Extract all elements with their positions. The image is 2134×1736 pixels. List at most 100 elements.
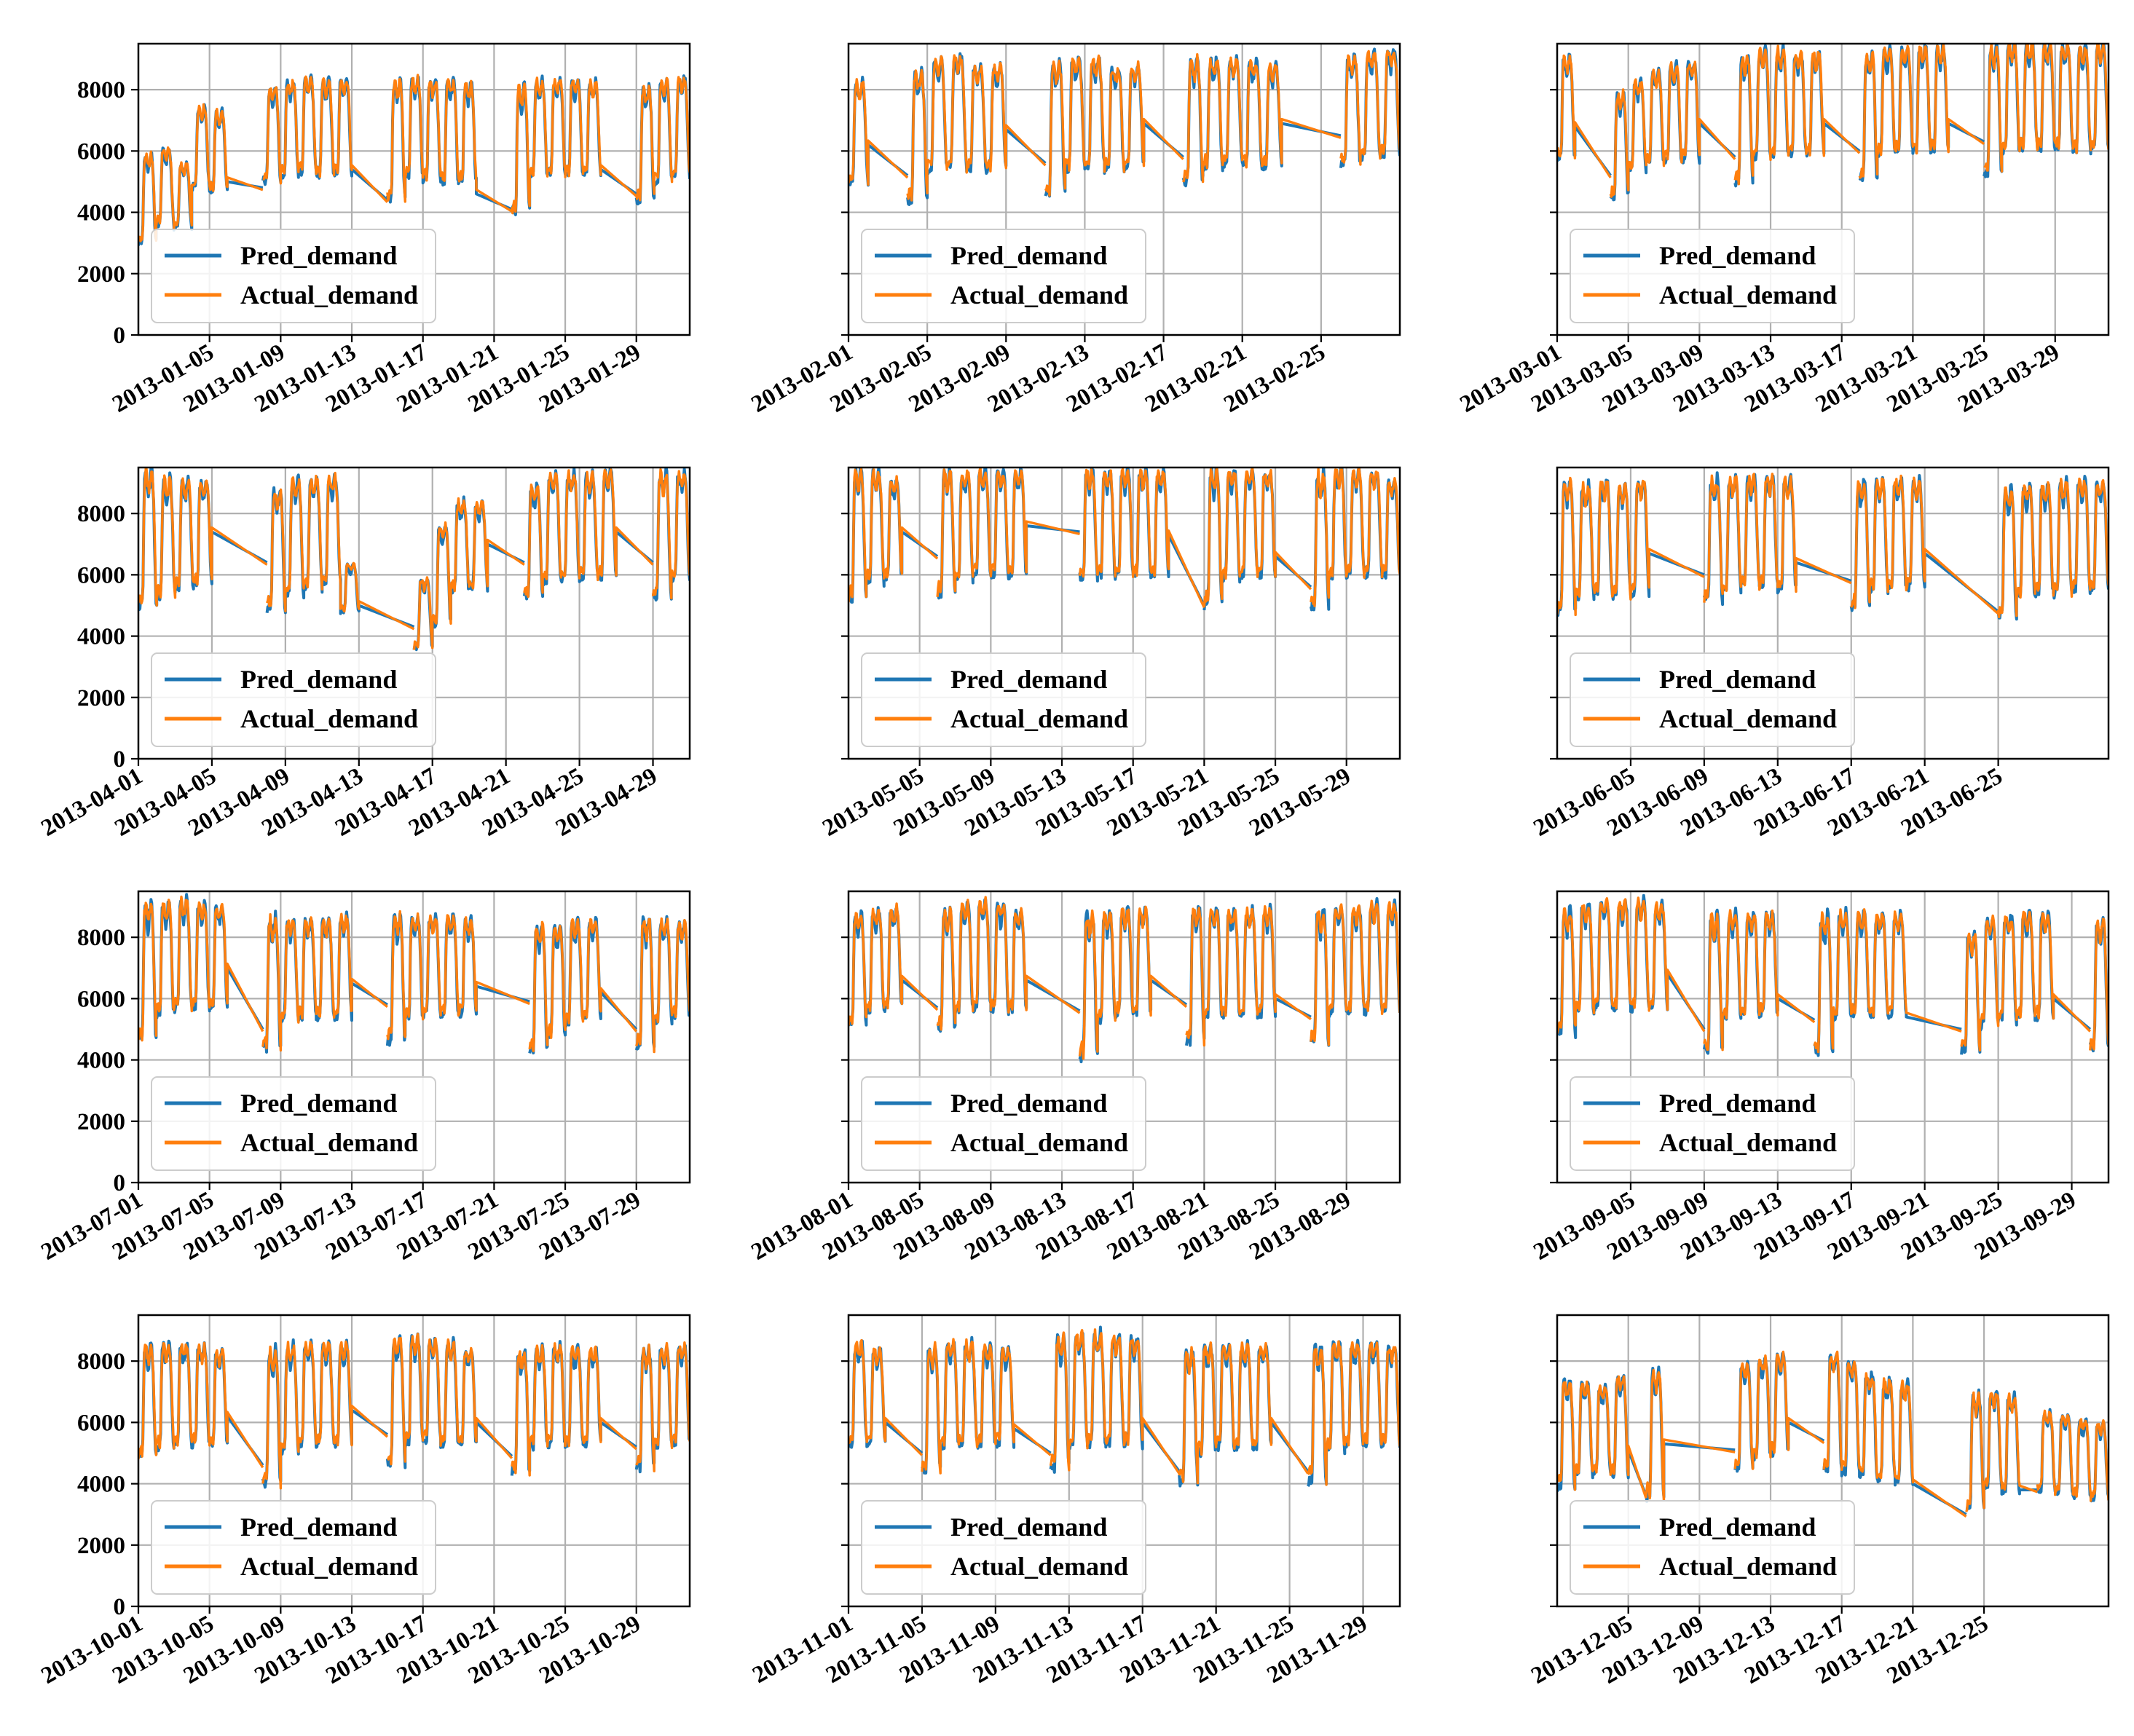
plot-area	[1557, 471, 2109, 621]
plot-area	[1557, 44, 2109, 202]
series-line-actual	[849, 467, 1400, 609]
legend-box	[861, 1500, 1146, 1595]
series-line-actual	[1557, 1350, 2109, 1518]
legend-box	[861, 1076, 1146, 1171]
legend-label: Actual_demand	[240, 280, 418, 309]
axes-frame	[847, 1314, 1401, 1608]
legend: Pred_demand Actual_demand	[861, 229, 1146, 323]
legend-label: Actual_demand	[1659, 280, 1837, 309]
legend-label: Actual_demand	[240, 704, 418, 733]
plot-area	[1557, 893, 2109, 1057]
legend-box	[861, 229, 1146, 323]
legend-box	[1570, 229, 1855, 323]
series-line-actual	[1557, 44, 2109, 198]
legend: Pred_demand Actual_demand	[861, 652, 1146, 747]
subplot-month-11: 2013-11-012013-11-052013-11-092013-11-13…	[748, 1314, 1401, 1689]
legend-box	[151, 652, 436, 747]
legend: Pred_demand Actual_demand	[151, 652, 436, 747]
subplot-month-5: 2013-05-052013-05-092013-05-132013-05-17…	[818, 466, 1401, 842]
legend-label: Pred_demand	[240, 241, 397, 270]
y-tick-label: 8000	[77, 77, 125, 103]
y-tick-label: 8000	[77, 501, 125, 527]
legend-label: Actual_demand	[950, 1552, 1128, 1581]
legend-box	[151, 229, 436, 323]
series-line-pred	[849, 47, 1400, 206]
legend-label: Actual_demand	[1659, 1552, 1837, 1581]
axes-frame	[847, 42, 1401, 336]
series-line-actual	[849, 1328, 1400, 1486]
plot-area	[138, 73, 690, 246]
subplot-month-7: 020004000600080002013-07-012013-07-05201…	[37, 890, 691, 1266]
series-line-actual	[1557, 473, 2109, 619]
y-tick-label: 0	[114, 323, 126, 349]
legend-label: Pred_demand	[1659, 1512, 1816, 1542]
legend: Pred_demand Actual_demand	[1570, 229, 1855, 323]
axes-frame	[137, 1314, 691, 1608]
y-tick-label: 2000	[77, 1533, 125, 1559]
axes-frame	[137, 466, 691, 760]
y-tick-label: 6000	[77, 1410, 125, 1436]
legend-label: Pred_demand	[950, 241, 1107, 270]
legend-box	[151, 1500, 436, 1595]
y-tick-label: 6000	[77, 562, 125, 588]
legend: Pred_demand Actual_demand	[1570, 1500, 1855, 1595]
series-line-pred	[1557, 1352, 2109, 1516]
legend-label: Pred_demand	[1659, 241, 1816, 270]
legend-label: Actual_demand	[950, 704, 1128, 733]
legend: Pred_demand Actual_demand	[151, 1076, 436, 1171]
legend: Pred_demand Actual_demand	[1570, 1076, 1855, 1171]
subplot-month-2: 2013-02-012013-02-052013-02-092013-02-13…	[747, 42, 1401, 418]
axes-frame	[847, 466, 1401, 760]
legend-label: Pred_demand	[950, 665, 1107, 694]
axes-frame	[1556, 890, 2110, 1184]
legend-label: Pred_demand	[1659, 1089, 1816, 1118]
y-tick-label: 6000	[77, 986, 125, 1012]
plot-area	[138, 467, 690, 652]
legend: Pred_demand Actual_demand	[861, 1076, 1146, 1171]
series-line-actual	[138, 1333, 690, 1490]
legend-box	[861, 652, 1146, 747]
series-line-pred	[138, 1332, 690, 1489]
legend-label: Actual_demand	[950, 280, 1128, 309]
subplot-month-9: 2013-09-052013-09-092013-09-132013-09-17…	[1529, 890, 2110, 1266]
legend-label: Actual_demand	[240, 1552, 418, 1581]
axes-frame	[847, 890, 1401, 1184]
legend-label: Actual_demand	[950, 1128, 1128, 1157]
legend-box	[1570, 652, 1855, 747]
series-line-actual	[138, 895, 690, 1054]
legend-label: Pred_demand	[240, 665, 397, 694]
series-line-actual	[849, 896, 1400, 1060]
legend: Pred_demand Actual_demand	[151, 1500, 436, 1595]
subplot-month-1: 020004000600080002013-01-052013-01-09201…	[77, 42, 691, 418]
axes-frame	[137, 890, 691, 1184]
series-line-pred	[138, 467, 690, 652]
legend: Pred_demand Actual_demand	[151, 229, 436, 323]
plot-area	[849, 467, 1400, 612]
y-tick-label: 2000	[77, 261, 125, 288]
plot-area	[849, 47, 1400, 206]
y-tick-label: 6000	[77, 138, 125, 165]
legend-box	[1570, 1500, 1855, 1595]
y-tick-label: 0	[114, 746, 126, 773]
legend-label: Pred_demand	[1659, 665, 1816, 694]
subplot-month-8: 2013-08-012013-08-052013-08-092013-08-13…	[747, 890, 1401, 1266]
series-line-actual	[138, 74, 690, 242]
legend-label: Pred_demand	[950, 1512, 1107, 1542]
series-line-actual	[1557, 896, 2109, 1054]
y-tick-label: 4000	[77, 1472, 125, 1498]
subplot-month-3: 2013-03-012013-03-052013-03-092013-03-13…	[1456, 42, 2110, 418]
plot-area	[849, 896, 1400, 1064]
legend-label: Actual_demand	[240, 1128, 418, 1157]
axes-frame	[1556, 42, 2110, 336]
legend-box	[151, 1076, 436, 1171]
axes-frame	[137, 42, 691, 336]
legend: Pred_demand Actual_demand	[861, 1500, 1146, 1595]
y-tick-label: 2000	[77, 1109, 125, 1135]
subplot-month-4: 020004000600080002013-04-012013-04-05201…	[37, 466, 691, 842]
plot-area	[1557, 1350, 2109, 1518]
axes-frame	[1556, 466, 2110, 760]
series-line-actual	[849, 50, 1400, 202]
legend-label: Pred_demand	[950, 1089, 1107, 1118]
plot-area	[138, 1332, 690, 1490]
